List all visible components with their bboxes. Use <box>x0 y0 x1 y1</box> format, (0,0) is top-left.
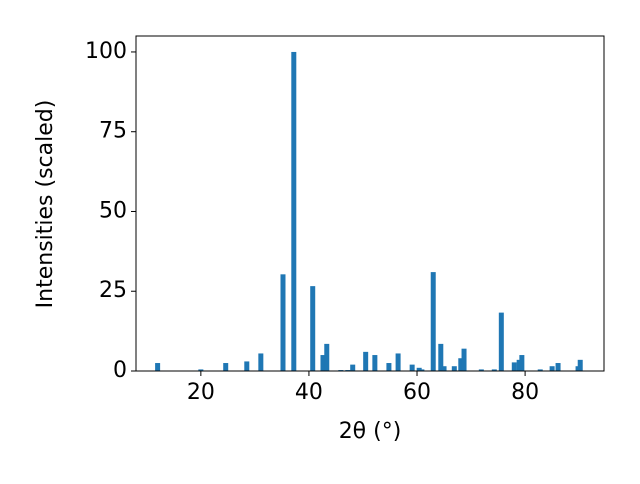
bar <box>441 366 447 371</box>
bar <box>537 369 543 371</box>
y-tick-label: 25 <box>99 278 127 303</box>
bar <box>458 358 464 371</box>
bar <box>350 364 356 371</box>
x-tick-label: 80 <box>511 380 539 405</box>
x-tick-label: 60 <box>403 380 431 405</box>
x-axis-label: 2θ (°) <box>339 419 402 444</box>
bar <box>324 343 330 371</box>
y-tick-label: 50 <box>99 198 127 223</box>
bar <box>549 366 555 371</box>
bar <box>577 359 583 371</box>
x-tick-label: 20 <box>187 380 215 405</box>
bar <box>244 361 250 371</box>
bar <box>280 274 286 371</box>
bar <box>519 355 525 371</box>
bar <box>451 366 457 371</box>
bar <box>363 351 369 371</box>
bar <box>223 363 229 371</box>
bar <box>555 363 561 371</box>
y-axis-label: Intensities (scaled) <box>33 100 58 309</box>
bar <box>430 272 436 371</box>
bar <box>416 367 422 371</box>
bar <box>419 369 425 371</box>
bar <box>511 362 517 371</box>
y-tick-label: 0 <box>113 358 127 383</box>
bar <box>461 348 467 371</box>
bar <box>372 355 378 371</box>
y-tick-label: 100 <box>85 39 127 64</box>
bar <box>409 364 415 371</box>
bar <box>516 359 522 371</box>
bar <box>395 353 401 371</box>
bar <box>386 363 392 371</box>
y-tick-label: 75 <box>99 119 127 144</box>
bar <box>155 363 161 371</box>
bar <box>498 312 504 371</box>
bar <box>438 343 444 371</box>
x-tick-label: 40 <box>295 380 323 405</box>
bar <box>310 286 316 371</box>
bar <box>258 353 264 371</box>
bar <box>291 51 297 371</box>
bar <box>491 369 497 371</box>
bar <box>320 355 326 371</box>
bar <box>478 369 484 371</box>
plot-frame <box>135 35 605 372</box>
bar <box>198 369 204 371</box>
